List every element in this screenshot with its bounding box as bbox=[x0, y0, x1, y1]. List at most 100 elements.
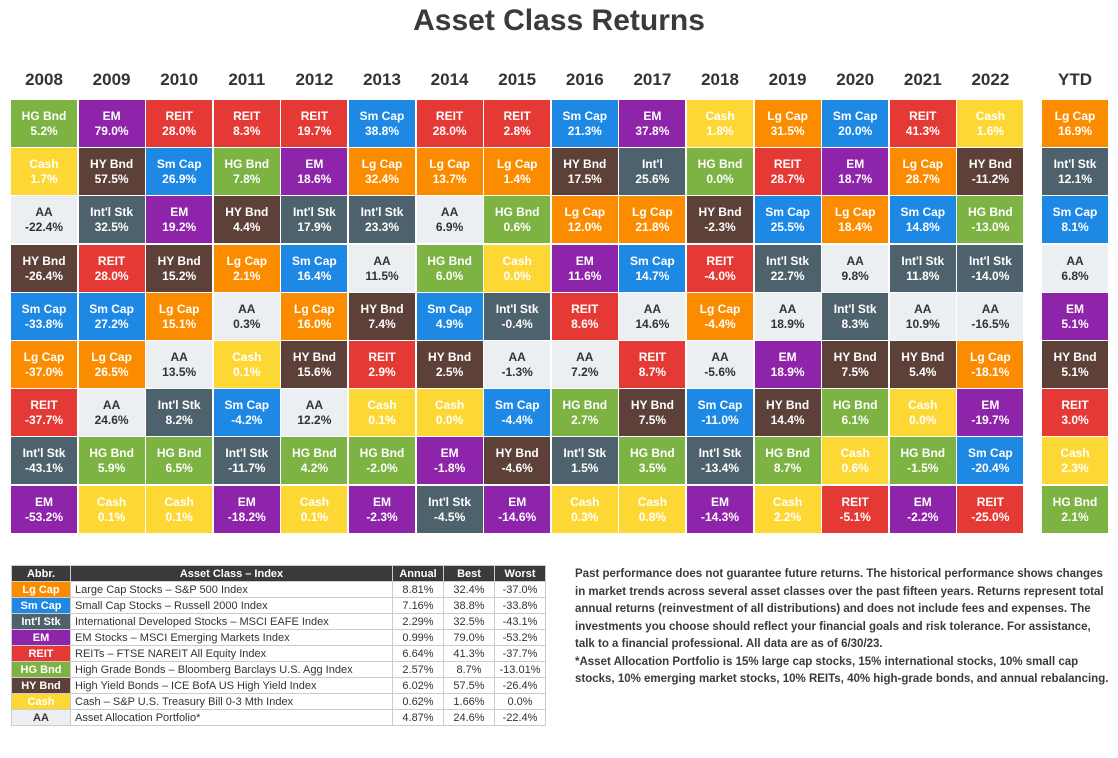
asset-label: Int'l Stk bbox=[1053, 157, 1097, 172]
asset-label: HG Bnd bbox=[1052, 494, 1098, 509]
abbr: HY Bnd bbox=[11, 677, 71, 694]
year-header: 2010 bbox=[160, 70, 199, 89]
return-value: 20.0% bbox=[838, 124, 873, 138]
worst: -33.8% bbox=[494, 597, 546, 614]
return-cell: AA 7.2% bbox=[551, 341, 618, 388]
return-cell: REIT 2.9% bbox=[349, 341, 415, 388]
return-value: 10.9% bbox=[905, 316, 940, 331]
return-value: -4.4% bbox=[501, 413, 533, 428]
asset-label: Sm Cap bbox=[427, 301, 472, 316]
return-cell: Sm Cap 27.2% bbox=[78, 292, 145, 340]
return-value: 28.7% bbox=[905, 172, 940, 187]
return-value: -20.4% bbox=[971, 461, 1010, 476]
return-value: 18.6% bbox=[297, 172, 332, 187]
asset-label: Sm Cap bbox=[562, 109, 608, 123]
return-cell: REIT 2.8% bbox=[484, 100, 551, 147]
return-value: 15.6% bbox=[297, 365, 332, 379]
return-value: -5.6% bbox=[704, 365, 736, 379]
worst: -13.01% bbox=[494, 661, 546, 678]
return-value: 8.3% bbox=[841, 316, 869, 331]
return-cell: HY Bnd -4.6% bbox=[484, 437, 551, 485]
asset-label: REIT bbox=[571, 301, 599, 316]
annual: 4.87% bbox=[392, 709, 444, 726]
notes: Past performance does not guarantee futu… bbox=[575, 566, 1110, 689]
asset-label: REIT bbox=[97, 253, 126, 268]
column-header: Abbr. bbox=[11, 565, 71, 582]
legend-row: Lg Cap Large Cap Stocks – S&P 500 Index 8.… bbox=[11, 581, 546, 598]
legend-row: Sm Cap Small Cap Stocks – Russell 2000 In… bbox=[11, 597, 546, 614]
return-cell: HG Bnd -1.5% bbox=[889, 437, 956, 485]
return-value: 26.5% bbox=[94, 365, 129, 379]
return-value: 0.6% bbox=[841, 461, 869, 476]
return-value: 18.7% bbox=[838, 172, 873, 187]
asset-label: Int'l Stk bbox=[766, 253, 810, 268]
asset-label: EM bbox=[711, 494, 729, 509]
asset-label: HG Bnd bbox=[562, 398, 608, 413]
index-name: Large Cap Stocks – S&P 500 Index bbox=[70, 581, 393, 598]
return-value: 12.0% bbox=[567, 220, 602, 235]
return-cell: Cash 0.1% bbox=[349, 389, 415, 437]
asset-label: AA bbox=[1066, 253, 1084, 268]
return-cell: Int'l Stk -4.5% bbox=[416, 485, 483, 533]
asset-label: Lg Cap bbox=[1054, 109, 1096, 123]
return-cell: REIT 3.0% bbox=[1042, 389, 1108, 437]
return-value: 0.0% bbox=[909, 413, 937, 428]
asset-label: HY Bnd bbox=[630, 398, 674, 413]
asset-label: EM bbox=[305, 157, 324, 172]
return-cell: EM 11.6% bbox=[551, 244, 618, 292]
return-value: 17.5% bbox=[567, 172, 602, 187]
return-value: 27.2% bbox=[94, 316, 129, 331]
return-cell: REIT 28.7% bbox=[754, 148, 821, 196]
asset-label: EM bbox=[643, 109, 662, 123]
asset-label: REIT bbox=[503, 109, 531, 123]
return-cell: HY Bnd 17.5% bbox=[551, 148, 618, 196]
year-header: 2012 bbox=[295, 70, 334, 89]
return-value: 15.1% bbox=[162, 316, 197, 331]
asset-label: Cash bbox=[705, 109, 735, 123]
return-cell: HY Bnd -26.4% bbox=[11, 244, 77, 292]
return-cell: AA 13.5% bbox=[146, 341, 213, 388]
return-value: 41.3% bbox=[905, 124, 940, 138]
asset-label: Sm Cap bbox=[21, 301, 67, 316]
return-cell: AA 9.8% bbox=[822, 244, 889, 292]
return-value: 14.7% bbox=[635, 268, 670, 283]
return-cell: Cash 2.3% bbox=[1042, 437, 1108, 485]
return-value: 8.6% bbox=[571, 316, 599, 331]
asset-label: Sm Cap bbox=[697, 398, 743, 413]
return-cell: Lg Cap 21.8% bbox=[619, 196, 686, 244]
return-value: 13.7% bbox=[432, 172, 467, 187]
asset-label: HY Bnd bbox=[698, 205, 742, 220]
return-cell: HY Bnd 57.5% bbox=[78, 148, 145, 196]
return-cell: Sm Cap 21.3% bbox=[551, 100, 618, 147]
asset-label: HG Bnd bbox=[630, 446, 675, 461]
return-value: -19.7% bbox=[971, 413, 1010, 428]
asset-label: REIT bbox=[638, 350, 667, 364]
return-cell: HG Bnd 5.9% bbox=[78, 437, 145, 485]
return-cell: EM -2.2% bbox=[889, 485, 956, 533]
return-cell: EM 18.6% bbox=[281, 148, 348, 196]
asset-label: REIT bbox=[165, 109, 193, 123]
return-cell: Lg Cap -18.1% bbox=[957, 341, 1024, 388]
return-value: 0.0% bbox=[435, 413, 464, 428]
asset-label: AA bbox=[440, 205, 459, 220]
asset-label: AA bbox=[508, 350, 526, 364]
asset-label: HY Bnd bbox=[22, 253, 66, 268]
return-cell: Cash 0.1% bbox=[281, 485, 348, 533]
return-cell: Cash 1.6% bbox=[957, 100, 1024, 147]
asset-label: REIT bbox=[30, 398, 58, 413]
return-value: 1.7% bbox=[30, 172, 58, 187]
return-value: -37.7% bbox=[24, 413, 64, 428]
abbr: AA bbox=[11, 709, 71, 726]
return-cell: HY Bnd -2.3% bbox=[687, 196, 753, 244]
asset-label: EM bbox=[913, 494, 932, 509]
worst: -22.4% bbox=[494, 709, 546, 726]
asset-label: Lg Cap bbox=[834, 205, 876, 220]
title: Asset Class Returns bbox=[413, 4, 705, 37]
abbr: Lg Cap bbox=[11, 581, 71, 598]
asset-label: Lg Cap bbox=[158, 301, 200, 316]
return-value: 79.0% bbox=[94, 124, 129, 138]
asset-label: Cash bbox=[772, 494, 803, 509]
legend-row: REIT REITs – FTSE NAREIT All Equity Index… bbox=[11, 645, 546, 662]
return-value: 2.1% bbox=[233, 268, 261, 283]
return-cell: EM 18.9% bbox=[754, 341, 821, 388]
